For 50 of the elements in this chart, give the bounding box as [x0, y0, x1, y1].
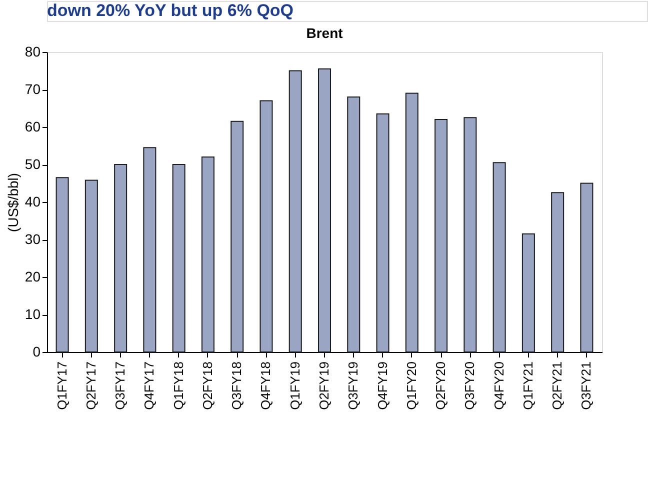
bar — [551, 192, 564, 352]
chart-title: Brent — [306, 25, 344, 41]
bar — [56, 177, 69, 352]
x-tick-label: Q2FY21 — [550, 362, 565, 410]
y-tick-label: 0 — [32, 344, 41, 360]
bar — [405, 92, 418, 352]
bar — [172, 164, 186, 352]
x-tick-label: Q1FY20 — [404, 362, 419, 410]
bar — [434, 119, 448, 352]
bar — [376, 113, 390, 352]
x-tick-label: Q2FY20 — [433, 362, 448, 410]
x-tick-label: Q3FY19 — [346, 362, 361, 410]
bar — [318, 68, 331, 352]
bar — [580, 182, 594, 352]
bar — [84, 180, 98, 352]
x-tick-label: Q2FY19 — [316, 362, 332, 410]
x-tick-label: Q4FY17 — [142, 362, 157, 410]
x-tick-label: Q1FY21 — [520, 362, 536, 410]
x-tick-label: Q4FY19 — [374, 362, 390, 410]
x-tick-label: Q3FY17 — [112, 362, 128, 410]
bar — [143, 147, 156, 352]
bar — [492, 162, 506, 352]
y-tick-label: 20 — [24, 268, 41, 284]
x-tick-label: Q1FY19 — [287, 362, 302, 410]
y-tick-label: 80 — [24, 44, 41, 60]
bar — [114, 164, 128, 352]
bar — [260, 100, 273, 352]
y-axis-title: (US$/bbl) — [4, 172, 21, 232]
x-tick-label: Q4FY18 — [258, 362, 274, 410]
bar — [201, 156, 214, 352]
x-tick-label: Q1FY17 — [54, 362, 70, 410]
x-tick-label: Q1FY18 — [170, 362, 186, 410]
text: down 20% YoY but up 6% QoQ — [47, 1, 294, 20]
y-tick-label: 50 — [24, 156, 41, 172]
y-tick-label: 10 — [24, 306, 41, 322]
y-tick-label: 40 — [24, 194, 41, 210]
bar — [522, 233, 535, 352]
y-tick-label: 70 — [24, 81, 41, 97]
bar — [288, 70, 302, 352]
y-tick-label: 60 — [24, 118, 41, 134]
x-tick-label: Q2FY17 — [83, 362, 98, 410]
bar — [230, 120, 244, 352]
x-tick-label: Q3FY18 — [229, 362, 244, 410]
x-tick-label: Q2FY18 — [200, 362, 215, 410]
y-tick-label: 30 — [24, 231, 41, 247]
bar — [464, 117, 477, 352]
x-tick-label: Q4FY20 — [491, 362, 506, 410]
x-tick-label: Q3FY20 — [462, 362, 478, 410]
x-tick-label: Q3FY21 — [578, 362, 594, 410]
bar — [347, 96, 360, 352]
